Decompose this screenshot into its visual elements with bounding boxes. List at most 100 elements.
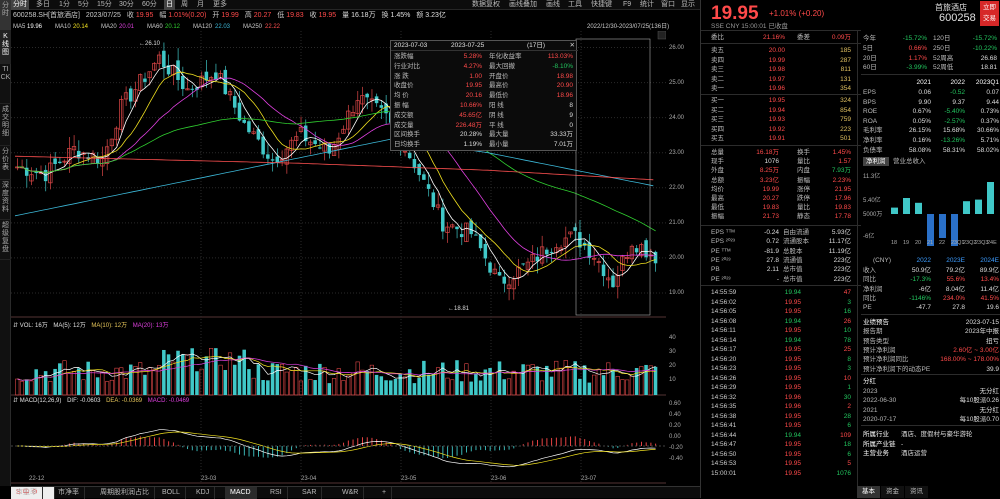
trade-time: 14:56:02 — [711, 298, 737, 306]
candle — [474, 234, 478, 236]
input-method-icon[interactable]: S 中 ⚙ — [11, 487, 55, 499]
tool-hotkeys[interactable]: 快捷键 — [591, 1, 612, 8]
bar-y-label: 5000万 — [863, 211, 882, 218]
interval-stats-popup[interactable]: 2023-07-03 2023-07-25 (17日) ✕ 涨跌幅 5.28% 年化… — [390, 40, 578, 151]
forecast-label: 业绩预告 — [863, 319, 889, 326]
candle — [266, 154, 270, 159]
fin-label: ROE — [863, 108, 878, 116]
bar-y-label: 5.40亿 — [863, 196, 881, 204]
sidebar-item-replay[interactable]: 超级复盘 — [0, 220, 11, 260]
tool-stats[interactable]: 统计 — [640, 1, 654, 8]
indicator-tab-9[interactable]: + — [377, 487, 393, 499]
sidebar-item-kline[interactable]: K线图 — [0, 31, 11, 64]
candle — [24, 167, 29, 176]
volume-bar — [488, 368, 492, 395]
volume-bar — [596, 369, 601, 396]
indicator-tab-5[interactable]: MACD — [225, 487, 257, 499]
tool-tools[interactable]: 工具 — [568, 1, 582, 8]
indicator-tab-1[interactable]: 市净率 — [53, 487, 85, 499]
sidebar-item-price-table[interactable]: 分价表 — [0, 146, 11, 180]
kline-chart[interactable]: ←26.10 ←18.81 22-12 23-03 23-04 23-05 23-06 23-… — [11, 31, 666, 486]
industry-label: 所属行业 — [863, 431, 889, 438]
sidebar-item-depth[interactable]: 深度资料 — [0, 180, 11, 220]
indicator-tab-4[interactable]: KDJ — [191, 487, 216, 499]
popup-end-date[interactable]: 2023-07-25 — [451, 42, 485, 49]
dividend-value: 无分红 — [979, 387, 1000, 395]
trade-time: 14:56:38 — [711, 412, 737, 420]
volume-bar — [535, 366, 540, 395]
candle — [294, 136, 299, 141]
indicator-tab-0[interactable]: 市盈率 — [11, 487, 43, 499]
macd-dif: DIF: -0.0603 — [67, 398, 101, 404]
tab-monthly[interactable]: 月 — [197, 1, 204, 8]
tab-revenue[interactable]: 营业总收入 — [893, 158, 926, 165]
tool-draw[interactable]: 画线 — [546, 1, 560, 8]
tab-60min[interactable]: 60分 — [142, 1, 157, 8]
candle — [298, 126, 304, 132]
volume-bar — [318, 363, 322, 395]
candle — [204, 71, 209, 81]
fin-label: BPS — [863, 98, 877, 106]
popup-value2: 7.01万 — [553, 141, 573, 149]
y-tick-macd: 0.60 — [669, 401, 681, 407]
tab-fenshi[interactable]: 分时 — [11, 0, 29, 10]
tab-more[interactable]: 更多 — [213, 1, 227, 8]
indicator-tab-8[interactable]: W&R — [337, 487, 365, 499]
indicator-tab-2[interactable]: 周期股利润占比 — [95, 487, 155, 499]
panel-tab-0[interactable]: 基本 — [857, 486, 880, 498]
tool-display[interactable]: 显示 — [681, 1, 695, 8]
trade-price: 19.95 — [784, 469, 801, 477]
tool-overlay[interactable]: 画线叠加 — [509, 1, 537, 8]
tab-1min[interactable]: 1分 — [59, 1, 70, 8]
candle — [313, 140, 317, 145]
volume-bar — [450, 379, 455, 396]
candle — [303, 125, 308, 142]
tab-30min[interactable]: 30分 — [119, 1, 134, 8]
tab-15min[interactable]: 15分 — [97, 1, 112, 8]
tab-multiday[interactable]: 多日 — [36, 1, 50, 8]
dividend-value: 无分红 — [979, 406, 1000, 414]
tool-adjust[interactable]: 数据复权 — [472, 1, 500, 8]
popup-close-icon[interactable]: ✕ — [569, 42, 575, 49]
volume-bar — [237, 355, 242, 395]
tab-daily[interactable]: 日 — [164, 0, 175, 10]
candle — [176, 60, 180, 81]
fc-label: 同比 — [863, 294, 876, 302]
sidebar-item-detail[interactable]: 成交明细 — [0, 104, 11, 146]
indicator-tab-6[interactable]: RSI — [265, 487, 288, 499]
popup-label2: 最低价 — [489, 92, 509, 100]
fc-value: 50.9亿 — [911, 267, 931, 274]
stat-value2: 19.83 — [834, 204, 851, 212]
dividend-value: 每10股派0.26 — [959, 397, 999, 404]
fin-value: 0.07 — [986, 89, 999, 96]
perf-value: -3.99% — [906, 64, 927, 71]
trade-time: 14:56:17 — [711, 346, 737, 353]
trade-volume: 78 — [843, 336, 851, 344]
sidebar-item-tick[interactable]: TICK — [0, 64, 11, 104]
indicator-tab-3[interactable]: BOLL — [157, 487, 186, 499]
volume-bar — [275, 364, 280, 395]
ma-value-1: 20.14 — [73, 24, 89, 30]
tab-weekly[interactable]: 周 — [181, 1, 188, 8]
popup-label2: 最高价 — [489, 82, 509, 90]
panel-tab-2[interactable]: 资讯 — [905, 486, 928, 498]
popup-label: 涨 跌 — [394, 72, 409, 80]
volume-bar — [568, 366, 573, 396]
trade-price: 19.95 — [784, 374, 801, 382]
bar-x-label: 23Q1 — [951, 240, 964, 246]
sidebar-item-fenshi[interactable]: 分时 — [0, 0, 11, 31]
sell-level-label: 卖一 — [711, 85, 724, 92]
tab-net-profit[interactable]: 净利润 — [863, 157, 889, 166]
tool-f9[interactable]: F9 — [623, 1, 632, 8]
sell-level-label: 卖二 — [711, 75, 724, 83]
tool-window[interactable]: 窗口 — [661, 1, 675, 8]
popup-value: 19.95 — [465, 82, 482, 90]
popup-start-date[interactable]: 2023-07-03 — [394, 42, 428, 49]
candle — [247, 121, 251, 133]
tab-5min[interactable]: 5分 — [78, 1, 89, 8]
forecast-label: 预计净利润同比 — [863, 356, 909, 364]
ma-label-3: MA60 — [147, 24, 163, 30]
panel-tab-1[interactable]: 资金 — [881, 486, 904, 498]
indicator-tab-7[interactable]: SAR — [297, 487, 323, 499]
trade-now-button[interactable]: 立即 交易 — [980, 1, 999, 26]
